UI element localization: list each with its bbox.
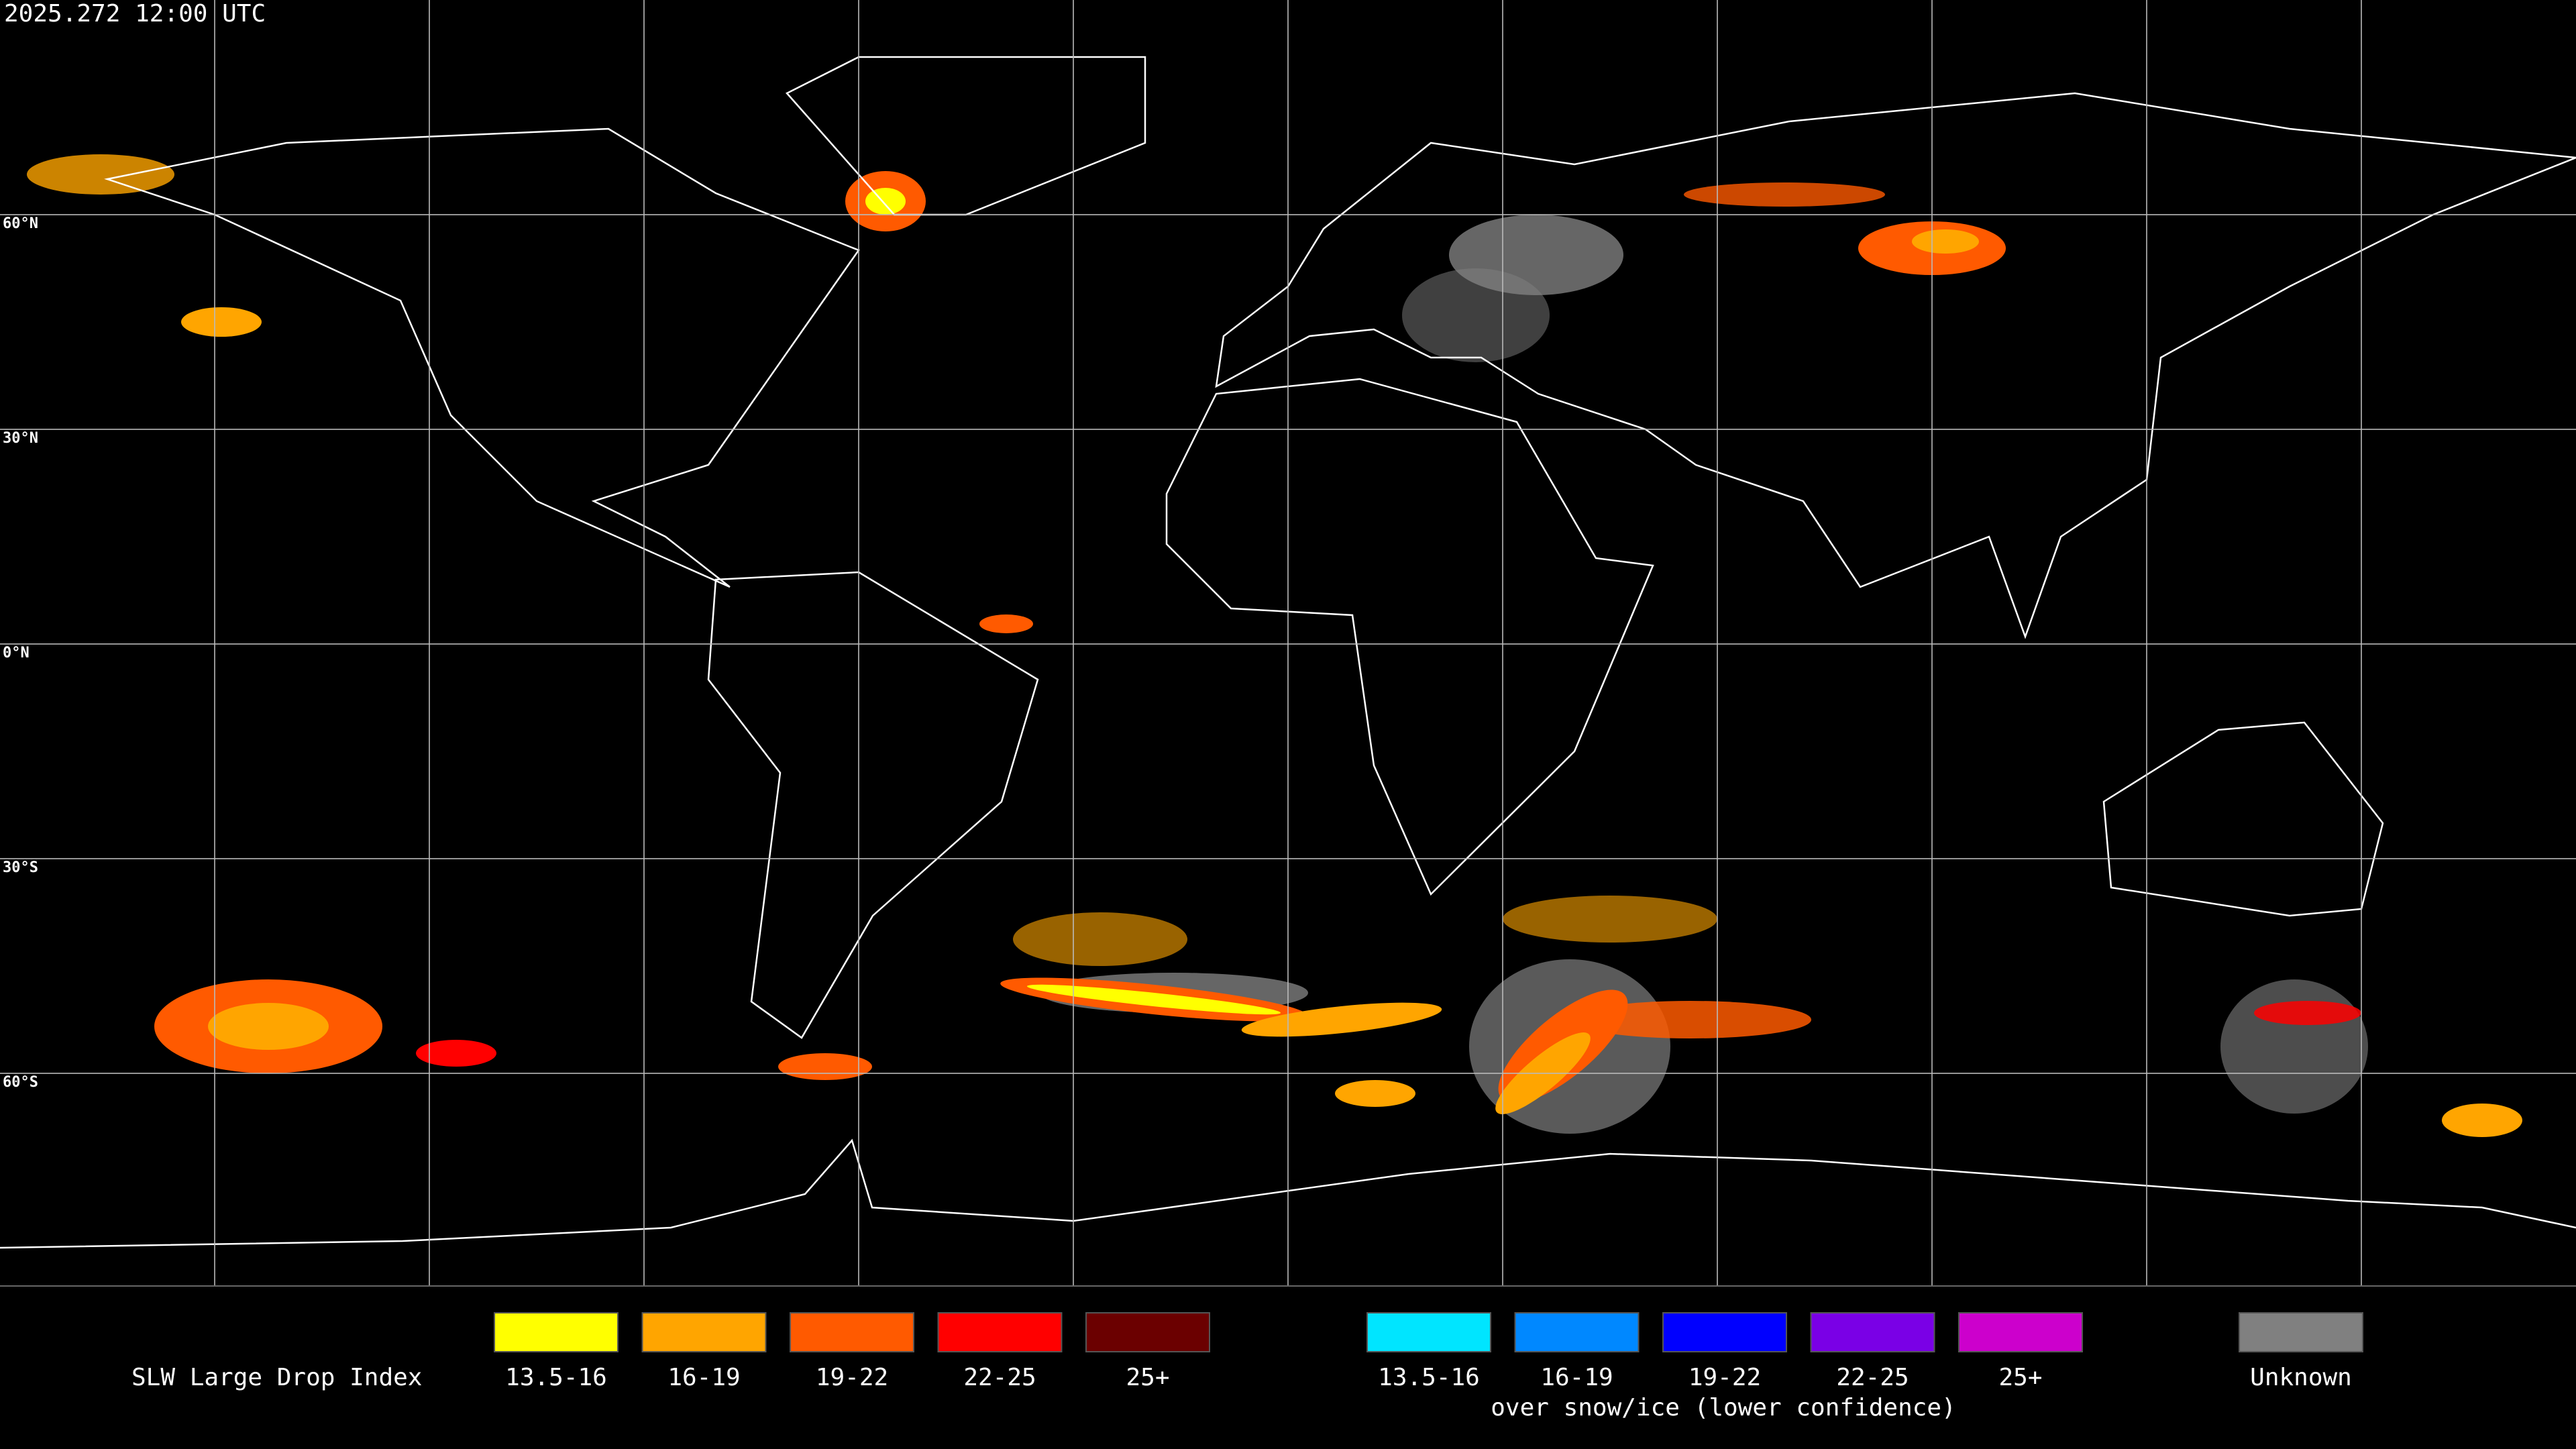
cloud-patch: [1241, 1002, 1442, 1037]
legend-swatch: [1810, 1312, 1935, 1352]
graticule: 60°N 30°N 0°N 30°S 60°S: [0, 0, 2576, 1286]
legend-swatch: [937, 1312, 1063, 1352]
legend-swatch: [1366, 1312, 1491, 1352]
legend-swatch: [1085, 1312, 1210, 1352]
legend-swatch: [1662, 1312, 1787, 1352]
latitude-label: 60°S: [3, 1074, 38, 1091]
legend-label: 25+: [1126, 1364, 1169, 1391]
latitude-label: 60°N: [3, 215, 38, 232]
legend-label: 19-22: [816, 1364, 888, 1391]
legend-swatch: [790, 1312, 914, 1352]
africa: [1165, 378, 1654, 896]
cloud-patch: [1570, 1001, 1811, 1038]
legend-label: 22-25: [1836, 1364, 1909, 1391]
legend-label: 16-19: [1540, 1364, 1613, 1391]
legend-swatch: [2239, 1312, 2363, 1352]
legend-swatch: [1514, 1312, 1640, 1352]
legend-panel: [0, 1286, 2576, 1449]
cloud-field: [27, 154, 2522, 1137]
cloud-patch: [1335, 1080, 1415, 1107]
antarctica: [0, 1138, 2576, 1249]
legend-label: 19-22: [1688, 1364, 1761, 1391]
cloud-patch: [1027, 984, 1281, 1015]
snow-caption: over snow/ice (lower confidence): [1491, 1394, 1956, 1421]
legend-swatch: [1958, 1312, 2083, 1352]
cloud-patch: [27, 154, 174, 195]
latitude-label: 30°S: [3, 859, 38, 876]
unknown-area: [1402, 268, 1550, 362]
legend-label: 13.5-16: [505, 1364, 607, 1391]
legend-label: 13.5-16: [1378, 1364, 1480, 1391]
cloud-patch: [2442, 1104, 2522, 1137]
legend-label: 16-19: [667, 1364, 740, 1391]
cloud-patch: [865, 188, 906, 215]
australia: [2102, 721, 2384, 917]
legend-label: 22-25: [963, 1364, 1036, 1391]
legend-swatch: [641, 1312, 767, 1352]
latitude-label: 0°N: [3, 645, 30, 661]
cloud-patch: [181, 307, 262, 337]
cloud-patch: [1503, 896, 1717, 943]
legend-title: SLW Large Drop Index: [131, 1364, 422, 1391]
cloud-patch: [979, 614, 1033, 633]
legend: 13.5-16 16-19 19-22 22-25 25+ 13.5-16 16-19 19-…: [494, 1312, 2363, 1391]
timestamp: 2025.272 12:00 UTC: [4, 0, 266, 28]
legend-label: Unknown: [2250, 1364, 2352, 1391]
latitude-label: 30°N: [3, 430, 38, 447]
south-america: [707, 571, 1039, 1039]
cloud-patch: [416, 1040, 496, 1067]
cloud-patch: [1013, 912, 1187, 966]
legend-swatch: [494, 1312, 619, 1352]
cloud-patch: [208, 1003, 329, 1050]
unknown-area: [2220, 979, 2368, 1114]
legend-label: 25+: [1998, 1364, 2042, 1391]
cloud-patch: [1684, 182, 1885, 207]
cloud-patch: [1912, 229, 1979, 254]
cloud-patch: [2254, 1001, 2361, 1025]
